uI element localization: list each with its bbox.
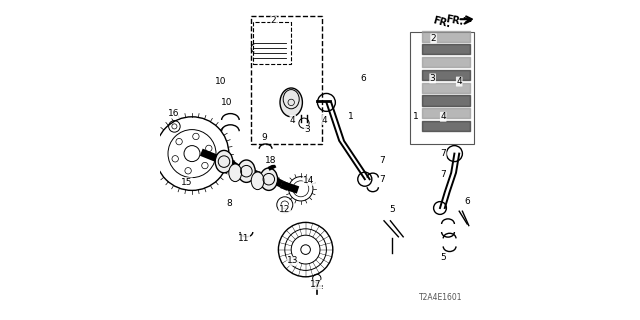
Ellipse shape: [237, 160, 255, 182]
Text: 4: 4: [322, 116, 328, 124]
Text: 5: 5: [440, 253, 446, 262]
Text: 10: 10: [221, 98, 233, 107]
Text: 3: 3: [430, 74, 435, 83]
Text: 13: 13: [287, 256, 298, 265]
Text: 4: 4: [440, 112, 446, 121]
Text: 11: 11: [238, 234, 250, 243]
Text: 6: 6: [360, 74, 366, 83]
Bar: [410, 32, 474, 144]
Text: 1: 1: [413, 112, 419, 121]
Ellipse shape: [260, 168, 278, 190]
Text: 9: 9: [261, 133, 267, 142]
Text: 17: 17: [310, 280, 321, 289]
Ellipse shape: [252, 172, 264, 189]
Text: 7: 7: [440, 149, 446, 158]
Text: 16: 16: [168, 109, 179, 118]
Text: 15: 15: [181, 178, 192, 187]
Ellipse shape: [229, 164, 242, 182]
Text: 18: 18: [266, 156, 276, 164]
Text: 10: 10: [215, 77, 227, 86]
Text: 1: 1: [348, 112, 353, 121]
Text: 4: 4: [456, 77, 462, 86]
Text: 3: 3: [305, 125, 310, 134]
Ellipse shape: [280, 88, 302, 117]
Text: 8: 8: [226, 199, 232, 208]
Text: 5: 5: [389, 205, 395, 214]
Text: T2A4E1601: T2A4E1601: [419, 293, 462, 302]
Text: 2: 2: [431, 34, 436, 43]
Text: FR.: FR.: [431, 15, 451, 29]
Ellipse shape: [215, 150, 233, 173]
Text: 4: 4: [290, 116, 296, 124]
Text: 7: 7: [380, 175, 385, 184]
Text: 6: 6: [465, 197, 470, 206]
Text: 14: 14: [303, 176, 314, 185]
Text: FR.: FR.: [445, 14, 464, 27]
Text: 2: 2: [271, 16, 276, 25]
Text: 12: 12: [279, 205, 291, 214]
Text: 7: 7: [440, 170, 446, 179]
Text: 7: 7: [380, 156, 385, 164]
